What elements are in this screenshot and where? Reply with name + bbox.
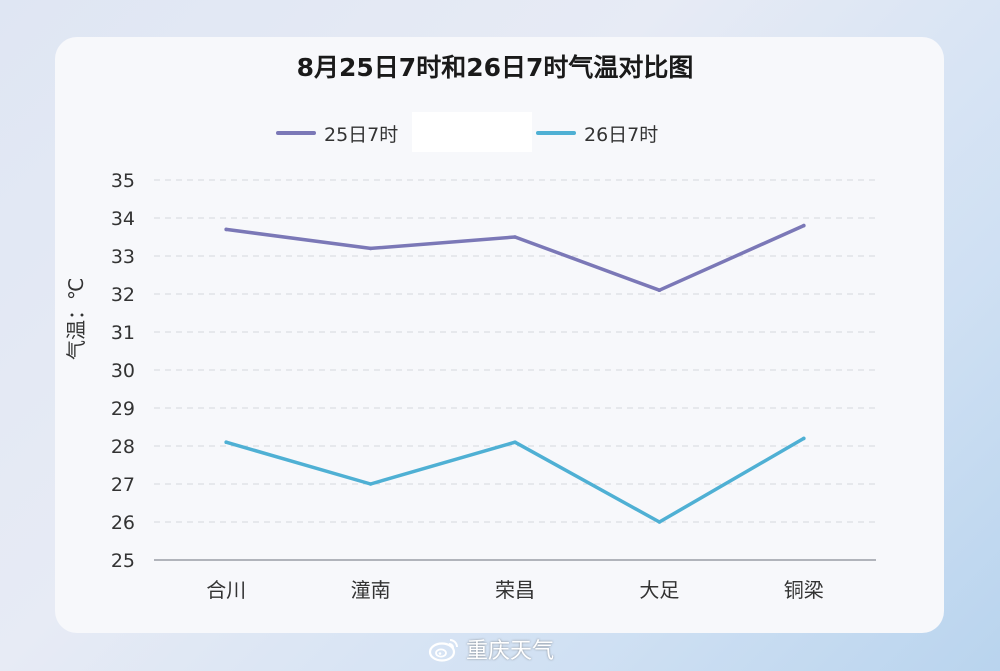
y-tick-label: 34 bbox=[111, 208, 135, 230]
watermark-text: 重庆天气 bbox=[466, 639, 555, 664]
legend-item-series-1: 25日7时 bbox=[276, 119, 398, 147]
chart-title: 8月25日7时和26日7时气温对比图 bbox=[296, 53, 694, 82]
data-point bbox=[657, 288, 662, 293]
legend-label-series-1: 25日7时 bbox=[324, 123, 399, 146]
data-point bbox=[224, 227, 228, 232]
watermark: 重庆天气 bbox=[428, 632, 554, 666]
x-tick-label: 大足 bbox=[639, 578, 679, 602]
y-tick-label: 32 bbox=[111, 284, 135, 306]
legend-swatch-series-2 bbox=[536, 131, 576, 135]
data-point bbox=[368, 246, 373, 251]
legend-item-series-2: 26日7时 bbox=[536, 119, 658, 147]
data-point bbox=[224, 440, 228, 445]
y-tick-label: 25 bbox=[111, 550, 135, 572]
x-tick-label: 合川 bbox=[206, 578, 246, 602]
legend-label-series-2: 26日7时 bbox=[584, 123, 659, 146]
series-line-2 bbox=[224, 436, 806, 524]
x-tick-label: 铜梁 bbox=[784, 578, 824, 602]
y-tick-label: 28 bbox=[111, 436, 135, 458]
y-tick-label: 35 bbox=[111, 170, 135, 192]
y-tick-label: 33 bbox=[111, 246, 135, 268]
data-point bbox=[657, 520, 662, 524]
data-point bbox=[802, 436, 806, 441]
y-tick-label: 26 bbox=[111, 512, 135, 534]
y-tick-label: 27 bbox=[111, 474, 135, 496]
data-point bbox=[513, 235, 517, 239]
y-tick-label: 30 bbox=[111, 360, 135, 382]
data-point bbox=[513, 440, 517, 445]
data-point bbox=[368, 482, 373, 486]
y-tick-label: 31 bbox=[111, 322, 135, 344]
x-tick-label: 潼南 bbox=[351, 578, 391, 602]
legend-swatch-series-1 bbox=[276, 131, 316, 135]
legend-mask bbox=[412, 112, 532, 152]
data-point bbox=[802, 223, 806, 228]
weibo-icon bbox=[428, 639, 458, 662]
y-tick-label: 29 bbox=[111, 398, 135, 420]
x-tick-label: 荣昌 bbox=[495, 578, 535, 602]
